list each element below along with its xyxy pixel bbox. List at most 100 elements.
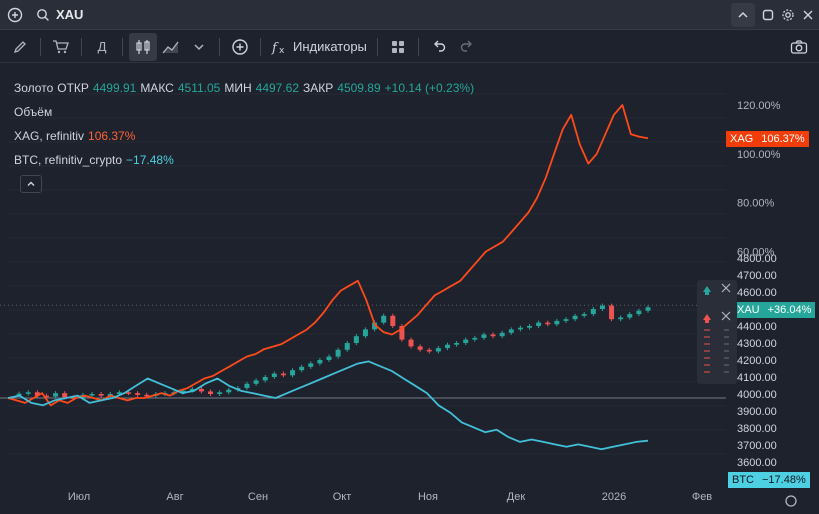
collapse-legend-button[interactable] [20,175,42,193]
xau-tag-name: XAU [733,302,764,318]
xau-candle [353,336,359,343]
chevron-up-button[interactable] [731,3,755,27]
settings-icon[interactable] [781,8,795,22]
xau-candle [89,394,95,396]
xau-tag-value: +36.04% [763,302,816,318]
price-tick-label: 4100.00 [737,372,777,384]
percent-tick-label: 120.00% [737,100,781,112]
btc-series-line [7,360,649,451]
xau-candle [317,360,323,364]
snapshot-button[interactable] [785,33,813,61]
pencil-button[interactable] [6,33,34,61]
interval-button[interactable]: Д [97,39,107,54]
x-tick-label: 2026 [602,491,626,503]
btc-tag-name: BTC [728,472,758,488]
price-tick-label: 3700.00 [737,440,777,452]
xau-candle [71,397,77,399]
divider [219,37,220,56]
high-label: МАКС [140,81,174,95]
xau-candle [636,310,642,315]
xau-candle [262,377,268,381]
xau-candle [517,327,523,330]
xau-candle [499,332,505,337]
xau-candle [189,388,195,391]
svg-text:x: x [279,46,285,55]
xag-price-tag: XAG 106.37% [726,131,809,147]
buy-arrow-icon [703,286,711,295]
price-tick-label: 4000.00 [737,389,777,401]
symbol-name[interactable]: XAU [56,7,84,22]
svg-text:f: f [271,41,279,55]
volume-legend[interactable]: Объём [14,100,474,124]
xau-candle [98,394,104,396]
open-label: ОТКР [57,81,89,95]
xau-candle [335,349,341,357]
chevron-down-icon [194,43,204,50]
cart-button[interactable] [47,33,75,61]
btc-price-tag: BTC −17.48% [728,472,810,488]
divider [40,37,41,56]
symbol-search[interactable]: XAU [36,7,83,22]
xau-candle [536,322,542,326]
xau-candle [16,393,22,396]
xag-legend-name: XAG, refinitiv [14,129,85,143]
x-tick-label: Сен [248,491,268,503]
top-bar: XAU [0,0,819,30]
main-series-name: Золото [14,81,54,95]
xau-candle [43,395,49,398]
xau-candle [554,320,560,325]
search-icon [37,8,49,21]
redo-button[interactable] [453,33,481,61]
high-value: 4511.05 [177,81,221,95]
xag-legend-value: 106.37% [88,129,136,143]
xag-tag-name: XAG [726,131,758,147]
order-lines-icon [704,329,710,373]
redo-icon [460,40,472,52]
xau-candle [299,366,305,371]
divider [417,37,419,56]
xau-candle [444,344,450,349]
maximize-icon[interactable] [761,8,775,22]
cart-icon [53,39,69,53]
xau-candle [198,388,204,392]
xag-legend[interactable]: XAG, refinitiv 106.37% [14,124,474,148]
undo-button[interactable] [425,33,453,61]
xau-candle [144,394,150,397]
xau-candle [481,334,487,338]
layouts-button[interactable] [384,33,412,61]
grid-icon [391,40,404,53]
buy-sell-panel[interactable] [697,280,737,384]
percent-tick-label: 100.00% [737,149,781,161]
close-icon[interactable] [801,8,815,22]
xau-candle [408,339,414,347]
candles-button[interactable] [129,32,157,61]
xau-candle [390,315,396,326]
compare-button[interactable] [226,33,254,61]
xau-candle [454,343,460,345]
xau-candle [125,392,131,394]
xag-tag-value: 106.37% [757,131,809,147]
xau-candle [253,380,259,384]
main-series-legend[interactable]: Золото ОТКР 4499.91 МАКС 4511.05 МИН 4497.6… [14,76,474,100]
price-tick-label: 3800.00 [737,423,777,435]
low-label: МИН [224,81,252,95]
btc-tag-value: −17.48% [758,472,810,488]
chart-canvas[interactable]: Июл Авг Сен Окт Ноя Дек 2026 Фев 60.00% 80.00% 100… [0,64,819,514]
add-symbol-icon[interactable] [0,0,30,30]
xau-candle [290,370,296,376]
area-chart-button[interactable] [157,33,185,61]
price-tick-label: 3900.00 [737,406,777,418]
xau-candle [527,326,533,328]
close-icon [721,283,731,293]
chart-legend: Золото ОТКР 4499.91 МАКС 4511.05 МИН 4497.6… [14,76,474,193]
divider [81,37,82,56]
price-tick-label: 4700.00 [737,270,777,282]
xau-candle [180,390,186,393]
btc-legend[interactable]: BTC, refinitiv_crypto −17.48% [14,148,474,172]
xau-candle [435,348,441,352]
xau-candle [426,349,432,352]
chart-type-dropdown[interactable] [185,33,213,61]
price-tick-label: 4600.00 [737,287,777,299]
